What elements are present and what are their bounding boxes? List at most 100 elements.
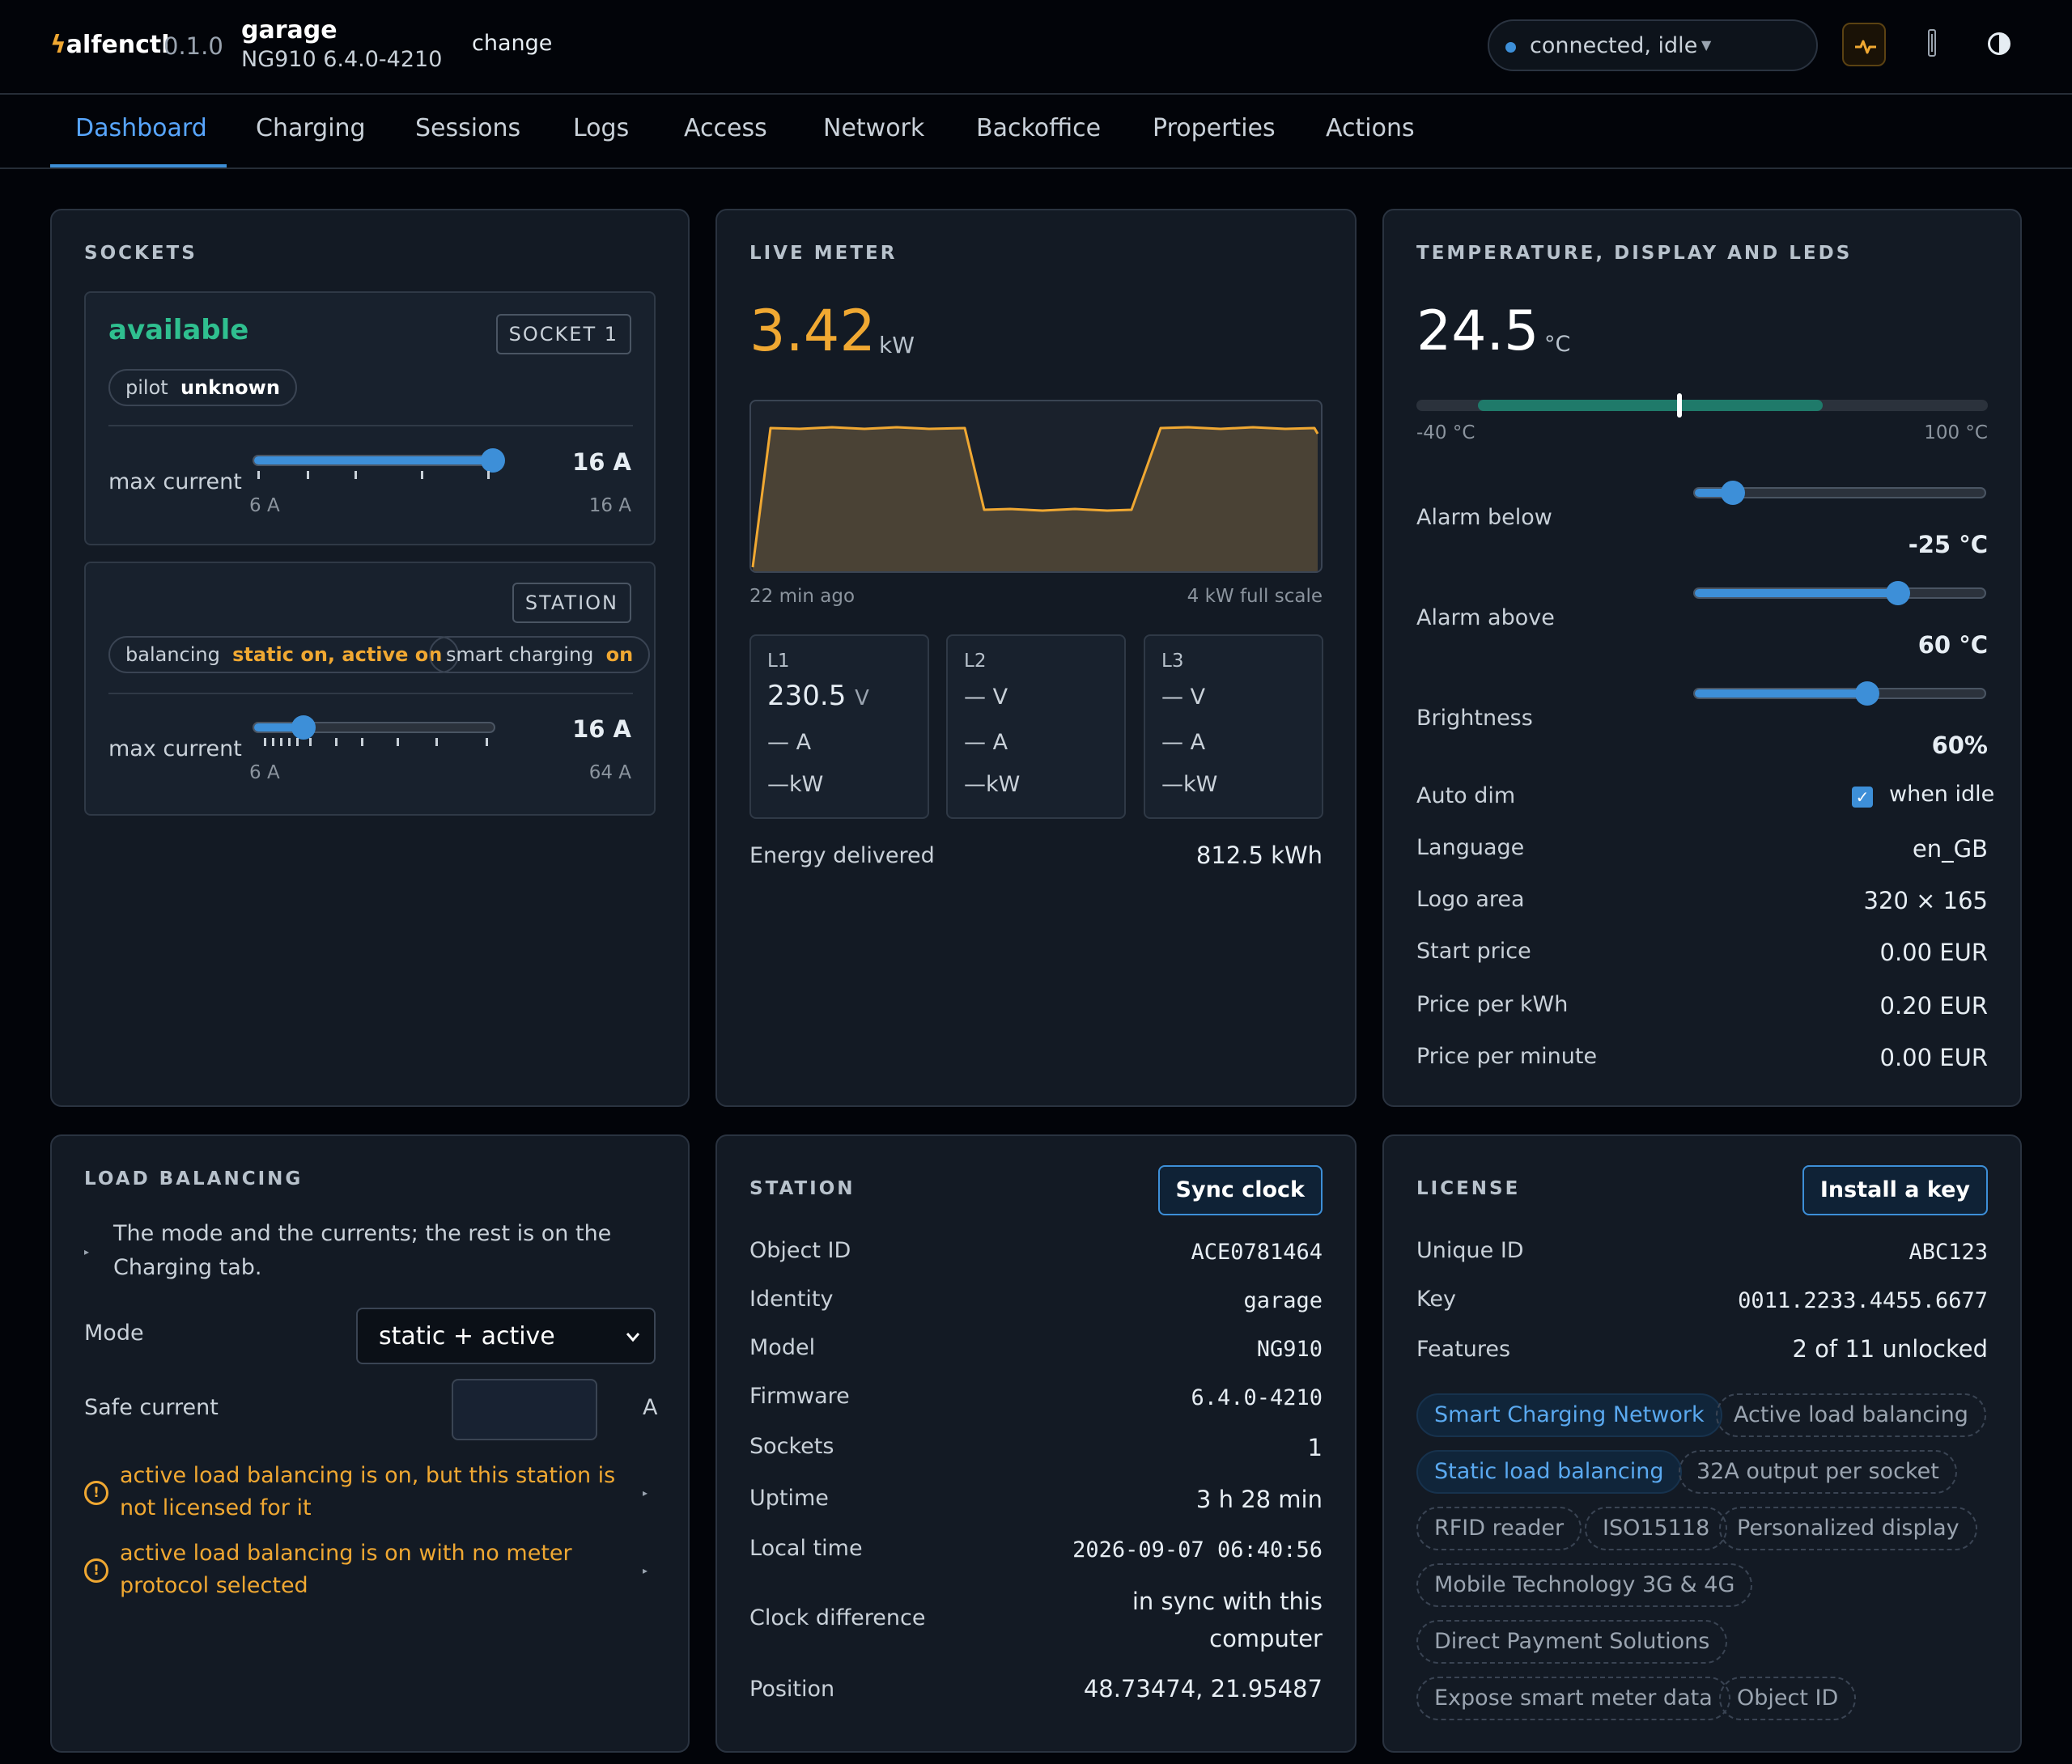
current-unit: A (796, 730, 812, 755)
setting-label: Logo area (1416, 887, 1525, 912)
smart-charging-value: on (605, 643, 634, 666)
phase-power: —kW (767, 772, 823, 797)
setting-value: 320 × 165 (1863, 887, 1988, 914)
sockets-panel: SOCKETS available SOCKET 1 pilot unknown… (50, 209, 690, 1107)
slider-tick (272, 738, 274, 746)
position-label: Position (749, 1677, 835, 1702)
tab-charging[interactable]: Charging (256, 114, 366, 142)
tab-dashboard[interactable]: Dashboard (75, 114, 207, 142)
thermometer-button[interactable] (1926, 29, 1938, 60)
connection-status-text: connected, idle (1530, 33, 1698, 58)
activity-button[interactable] (1842, 23, 1886, 66)
slider-knob[interactable] (1721, 481, 1745, 505)
caret-right-icon[interactable]: ▸ (643, 1565, 648, 1576)
current-value: — (1161, 730, 1183, 755)
feature-chip: Object ID (1719, 1677, 1857, 1720)
divider (108, 425, 633, 426)
setting-label: Price per kWh (1416, 992, 1569, 1017)
phase-voltage: — V (964, 685, 1008, 710)
safe-current-input[interactable] (452, 1379, 597, 1440)
phase-current: — A (964, 730, 1008, 755)
pilot-value: unknown (180, 376, 280, 399)
feature-chip: Mobile Technology 3G & 4G (1416, 1563, 1753, 1607)
feature-chip: ISO15118 (1585, 1507, 1728, 1550)
slider-tick (435, 738, 438, 746)
setting-value: en_GB (1912, 835, 1988, 863)
temperature-unit: °C (1544, 332, 1571, 357)
station-max-current-slider[interactable] (253, 715, 495, 746)
current-unit: A (1190, 730, 1206, 755)
brightness-value: 60% (1931, 731, 1988, 759)
clock-difference-value: in sync with this (1132, 1588, 1323, 1615)
info-value: 3 h 28 min (1195, 1486, 1323, 1513)
phase-name: L1 (767, 651, 790, 672)
socket-state: available (108, 314, 249, 346)
warning-icon: ! (84, 1481, 108, 1505)
thermometer-icon (1928, 29, 1936, 57)
slider-tick (264, 738, 266, 746)
info-label: Object ID (749, 1238, 851, 1263)
voltage-value: 230.5 (767, 680, 847, 712)
setting-label: Price per minute (1416, 1044, 1598, 1069)
energy-value: 812.5 kWh (1195, 842, 1323, 869)
theme-toggle-icon[interactable] (1988, 32, 2010, 55)
power-chart (749, 400, 1323, 573)
alarm-below-slider[interactable] (1693, 481, 1986, 505)
power-unit: kW (1183, 772, 1218, 797)
sync-clock-button[interactable]: Sync clock (1157, 1165, 1323, 1215)
divider (108, 693, 633, 694)
tab-network[interactable]: Network (823, 114, 925, 142)
load-balancing-note: The mode and the currents; the rest is o… (113, 1221, 612, 1280)
mode-selected-value: static + active (379, 1322, 555, 1351)
feature-chip: RFID reader (1416, 1507, 1582, 1550)
brightness-label: Brightness (1416, 706, 1533, 731)
install-key-button[interactable]: Install a key (1802, 1165, 1988, 1215)
socket-max-current-slider[interactable] (253, 448, 505, 479)
tab-backoffice[interactable]: Backoffice (976, 114, 1102, 142)
station-tag: STATION (512, 583, 631, 623)
alarm-above-label: Alarm above (1416, 605, 1555, 630)
voltage-value: — (964, 685, 986, 710)
live-meter-panel: LIVE METER 3.42 kW 22 min ago 4 kW full … (715, 209, 1357, 1107)
info-label: Local time (749, 1536, 863, 1561)
feature-chip: Direct Payment Solutions (1416, 1620, 1728, 1664)
slider-knob[interactable] (1886, 581, 1910, 605)
panel-title: TEMPERATURE, DISPLAY AND LEDS (1416, 243, 1853, 264)
tab-actions[interactable]: Actions (1326, 114, 1415, 142)
feature-chip: Smart Charging Network (1416, 1393, 1722, 1437)
caret-right-icon[interactable]: ▸ (643, 1487, 648, 1499)
power-value: — (1161, 772, 1183, 797)
safe-current-unit: A (643, 1395, 658, 1420)
energy-label: Energy delivered (749, 843, 935, 868)
slider-min-label: 6 A (249, 762, 280, 783)
panel-title: LICENSE (1416, 1178, 1521, 1199)
caret-right-icon[interactable]: ▸ (84, 1246, 90, 1257)
socket-1-card: available SOCKET 1 pilot unknown max cur… (84, 291, 656, 545)
slider-tick (288, 738, 291, 746)
tab-properties[interactable]: Properties (1153, 114, 1276, 142)
features-label: Features (1416, 1337, 1511, 1362)
setting-value: 0.00 EUR (1879, 939, 1989, 966)
license-panel: LICENSE Install a key Unique ID ABC123 K… (1382, 1134, 2022, 1753)
info-value: ACE0781464 (1191, 1240, 1323, 1265)
key-label: Key (1416, 1287, 1456, 1312)
slider-knob[interactable] (291, 715, 316, 740)
auto-dim-checkbox[interactable]: ✓ (1852, 787, 1873, 808)
tab-sessions[interactable]: Sessions (415, 114, 521, 142)
brightness-slider[interactable] (1693, 681, 1986, 706)
smart-charging-badge: smart charging on (429, 636, 651, 673)
chart-scale-label: 4 kW full scale (1187, 586, 1323, 607)
voltage-unit: V (1190, 685, 1206, 710)
tab-access[interactable]: Access (684, 114, 767, 142)
change-device-link[interactable]: change (472, 31, 553, 56)
max-current-label: max current (108, 736, 242, 761)
mode-select[interactable]: static + active (356, 1308, 656, 1364)
info-value: garage (1243, 1288, 1323, 1313)
slider-knob[interactable] (1855, 681, 1879, 706)
slider-tick (361, 738, 363, 746)
connection-status-dropdown[interactable]: connected, idle ▼ (1488, 19, 1818, 71)
tab-logs[interactable]: Logs (573, 114, 630, 142)
slider-knob[interactable] (481, 448, 505, 473)
alarm-above-slider[interactable] (1693, 581, 1986, 605)
key-value: 0011.2233.4455.6677 (1738, 1288, 1988, 1313)
